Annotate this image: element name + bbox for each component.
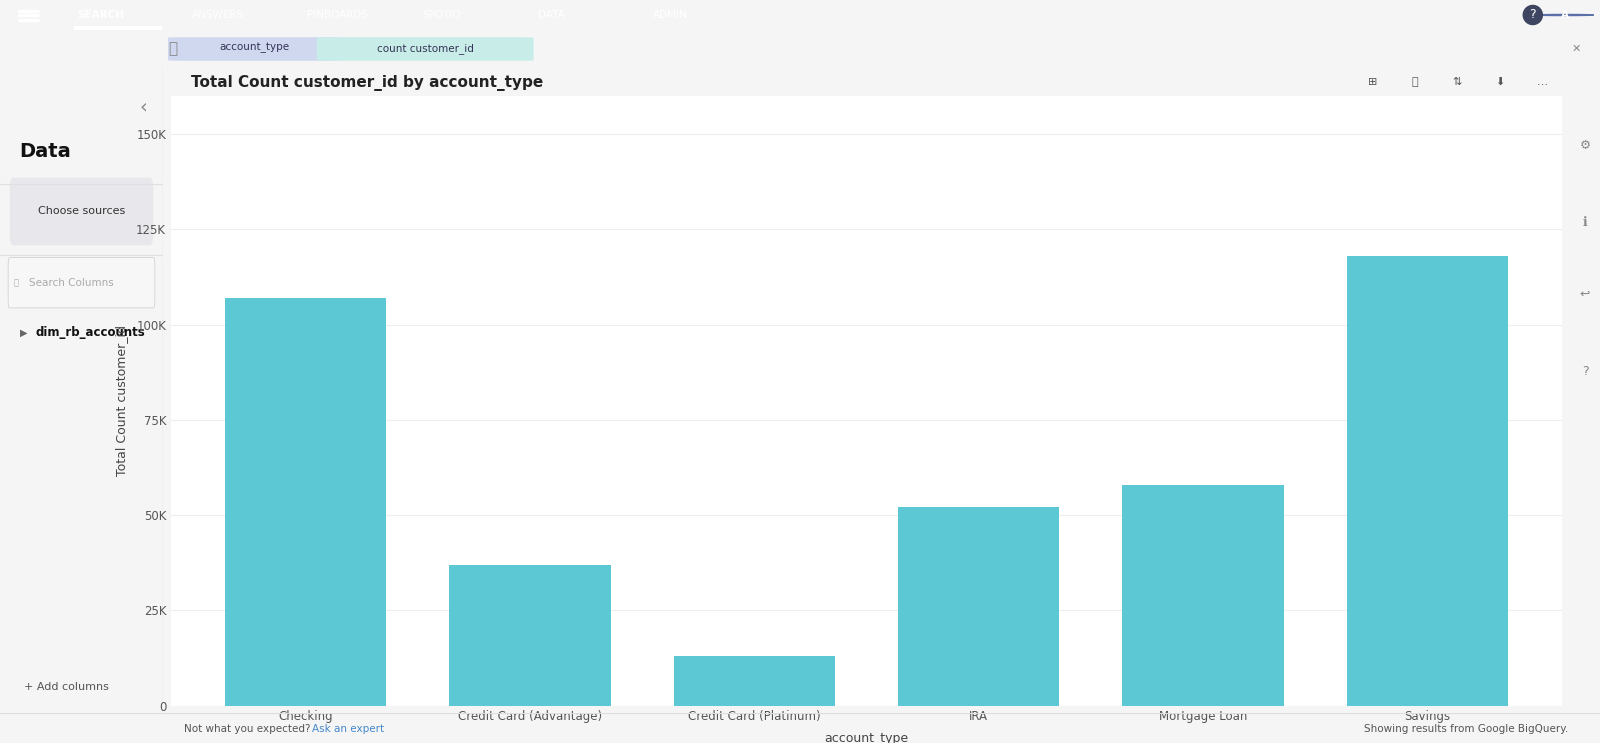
Text: ⊞: ⊞ (1368, 77, 1378, 87)
Text: ℹ: ℹ (1582, 216, 1587, 230)
Bar (450, 565, 611, 706)
Text: Ask an expert: Ask an expert (312, 724, 384, 735)
Bar (74, 27, 162, 30)
Text: 🔍: 🔍 (14, 279, 19, 288)
FancyBboxPatch shape (8, 258, 155, 308)
FancyBboxPatch shape (10, 178, 154, 245)
Text: Data: Data (19, 143, 72, 161)
FancyBboxPatch shape (317, 37, 534, 61)
X-axis label: account_type: account_type (824, 732, 909, 743)
Text: count customer_id: count customer_id (376, 43, 474, 53)
Y-axis label: Total Count customer_id: Total Count customer_id (115, 325, 128, 476)
Text: Not what you expected?: Not what you expected? (184, 724, 310, 735)
Text: Search Columns: Search Columns (29, 278, 114, 288)
Text: dim_rb_accounts: dim_rb_accounts (35, 326, 146, 339)
Circle shape (1536, 14, 1594, 16)
Text: ▶: ▶ (19, 328, 27, 337)
Text: …: … (1536, 77, 1547, 87)
Text: ✕: ✕ (1571, 44, 1581, 54)
Text: ADMIN: ADMIN (653, 10, 688, 20)
Bar (898, 507, 1059, 706)
Bar (1347, 256, 1509, 706)
Text: ↩: ↩ (1579, 288, 1590, 300)
Text: account_type: account_type (219, 43, 290, 53)
Text: + Add columns: + Add columns (24, 682, 109, 692)
Text: ?: ? (1530, 8, 1536, 22)
Text: DATA: DATA (538, 10, 565, 20)
Text: PINBOARDS: PINBOARDS (307, 10, 368, 20)
Text: 📊: 📊 (1411, 77, 1419, 87)
Text: ⚙: ⚙ (1579, 139, 1590, 152)
Text: ⌕: ⌕ (168, 42, 178, 56)
Text: Choose sources: Choose sources (38, 207, 125, 216)
Bar (674, 656, 835, 706)
Text: Showing results from Google BigQuery.: Showing results from Google BigQuery. (1363, 724, 1568, 735)
Bar (226, 298, 386, 706)
Text: Total Count customer_id by account_type: Total Count customer_id by account_type (190, 75, 544, 91)
FancyBboxPatch shape (168, 37, 341, 61)
Bar (1122, 484, 1283, 706)
Text: ?: ? (1582, 365, 1589, 377)
Text: ANSWERS: ANSWERS (192, 10, 243, 20)
Text: ⇅: ⇅ (1453, 77, 1462, 87)
Text: A: A (1562, 10, 1568, 20)
Text: SEARCH: SEARCH (77, 10, 123, 20)
Text: ‹: ‹ (139, 97, 147, 116)
Text: SPOTIQ: SPOTIQ (422, 10, 461, 20)
Text: ⬇: ⬇ (1494, 77, 1504, 87)
